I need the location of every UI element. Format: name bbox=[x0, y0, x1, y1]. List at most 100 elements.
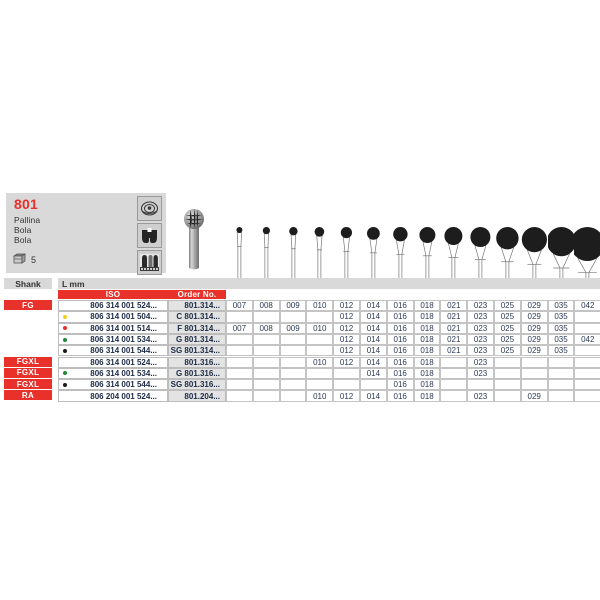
size-cell bbox=[440, 367, 468, 380]
size-cell bbox=[494, 367, 521, 380]
size-cell bbox=[574, 379, 600, 391]
bur-illustration bbox=[333, 205, 360, 285]
size-cell: 012 bbox=[333, 311, 360, 323]
size-cell: 010 bbox=[306, 356, 334, 368]
size-cell bbox=[279, 367, 307, 380]
iso-code-cell: 806 314 001 534... bbox=[58, 367, 168, 380]
iso-code-cell: 806 314 001 534... bbox=[58, 333, 168, 346]
size-cell: 035 bbox=[547, 345, 575, 357]
header-order-no: Order No. bbox=[168, 290, 226, 299]
size-cell bbox=[547, 356, 575, 368]
size-cell: 014 bbox=[360, 390, 387, 402]
iso-code-cell: 806 314 001 544... bbox=[58, 379, 168, 391]
size-cell bbox=[252, 390, 280, 402]
size-cell: 012 bbox=[333, 345, 360, 357]
size-cell: 012 bbox=[333, 322, 360, 334]
size-cell bbox=[306, 333, 334, 346]
size-cell bbox=[574, 311, 600, 323]
size-cell: 010 bbox=[306, 300, 334, 312]
size-cell: 016 bbox=[386, 333, 414, 346]
size-cell: 008 bbox=[252, 300, 280, 312]
iso-code-cell: 806 314 001 524... bbox=[58, 300, 168, 312]
size-cell: 029 bbox=[520, 390, 548, 402]
size-cell bbox=[252, 333, 280, 346]
size-cell: 009 bbox=[279, 322, 307, 334]
size-cell bbox=[306, 345, 334, 357]
usage-icon-stack bbox=[137, 196, 162, 277]
size-cell bbox=[440, 390, 468, 402]
iso-code-cell: 806 204 001 524... bbox=[58, 390, 168, 402]
size-cell: 018 bbox=[413, 300, 441, 312]
bur-illustration bbox=[494, 205, 521, 285]
size-cell bbox=[279, 356, 307, 368]
size-cell: 035 bbox=[547, 311, 575, 323]
order-no-cell: G 801.316... bbox=[168, 367, 226, 380]
size-cell bbox=[547, 379, 575, 391]
iso-code-text: 806 314 001 544... bbox=[90, 380, 157, 390]
size-cell bbox=[252, 356, 280, 368]
size-cell: 023 bbox=[467, 390, 494, 402]
iso-code-text: 806 314 001 524... bbox=[90, 357, 157, 367]
size-cell bbox=[494, 390, 521, 402]
size-cell bbox=[333, 379, 360, 391]
size-cell: 018 bbox=[413, 311, 441, 323]
size-cell bbox=[494, 356, 521, 368]
size-cell bbox=[574, 345, 600, 357]
size-cell: 029 bbox=[520, 300, 548, 312]
size-cell: 014 bbox=[360, 367, 387, 380]
shank-label-fgxl: FGXL bbox=[4, 356, 52, 367]
size-cell: 025 bbox=[494, 311, 521, 323]
bur-illustration bbox=[521, 205, 548, 285]
size-cell: 016 bbox=[386, 311, 414, 323]
product-name-it: Pallina bbox=[14, 215, 41, 225]
size-cell bbox=[226, 345, 253, 357]
iso-code-text: 806 314 001 544... bbox=[90, 346, 157, 356]
size-cell: 035 bbox=[547, 333, 575, 346]
size-cell: 042 bbox=[574, 300, 600, 312]
grit-color-dot bbox=[63, 382, 67, 387]
grit-color-dot bbox=[63, 348, 67, 353]
iso-code-cell: 806 314 001 544... bbox=[58, 345, 168, 357]
grit-color-dot bbox=[63, 337, 67, 342]
size-cell: 018 bbox=[413, 333, 441, 346]
size-cell: 023 bbox=[467, 322, 494, 334]
size-cell: 021 bbox=[440, 300, 468, 312]
size-cell bbox=[520, 379, 548, 391]
bur-illustration bbox=[467, 205, 494, 285]
iso-code-text: 806 314 001 504... bbox=[90, 312, 157, 322]
size-cell: 018 bbox=[413, 322, 441, 334]
size-cell bbox=[520, 367, 548, 380]
size-cell bbox=[279, 345, 307, 357]
order-no-cell: SG 801.314... bbox=[168, 345, 226, 357]
product-info-card: 801 Pallina Bola Bola 5 bbox=[6, 193, 166, 275]
bur-illustration bbox=[280, 205, 307, 285]
size-cell bbox=[252, 345, 280, 357]
size-cell: 008 bbox=[252, 322, 280, 334]
size-cell: 016 bbox=[386, 322, 414, 334]
size-cell: 029 bbox=[520, 345, 548, 357]
size-cell: 016 bbox=[386, 300, 414, 312]
size-cell: 014 bbox=[360, 311, 387, 323]
size-cell bbox=[279, 333, 307, 346]
size-cell bbox=[306, 367, 334, 380]
size-cell: 014 bbox=[360, 300, 387, 312]
size-cell bbox=[333, 367, 360, 380]
size-cell: 016 bbox=[386, 390, 414, 402]
size-cell: 014 bbox=[360, 356, 387, 368]
size-cell: 021 bbox=[440, 333, 468, 346]
bur-illustration bbox=[570, 205, 600, 285]
size-cell bbox=[226, 379, 253, 391]
size-cell: 023 bbox=[467, 333, 494, 346]
bur-illustration bbox=[226, 205, 253, 285]
order-no-cell: SG 801.316... bbox=[168, 379, 226, 391]
product-code: 801 bbox=[14, 196, 38, 212]
size-cell bbox=[252, 311, 280, 323]
iso-code-text: 806 204 001 524... bbox=[90, 391, 157, 401]
iso-code-cell: 806 314 001 504... bbox=[58, 311, 168, 323]
size-cell: 025 bbox=[494, 345, 521, 357]
size-cell: 014 bbox=[360, 322, 387, 334]
bur-illustration bbox=[360, 205, 387, 285]
size-cell: 023 bbox=[467, 356, 494, 368]
grit-color-dot bbox=[63, 371, 67, 376]
size-cell bbox=[440, 356, 468, 368]
